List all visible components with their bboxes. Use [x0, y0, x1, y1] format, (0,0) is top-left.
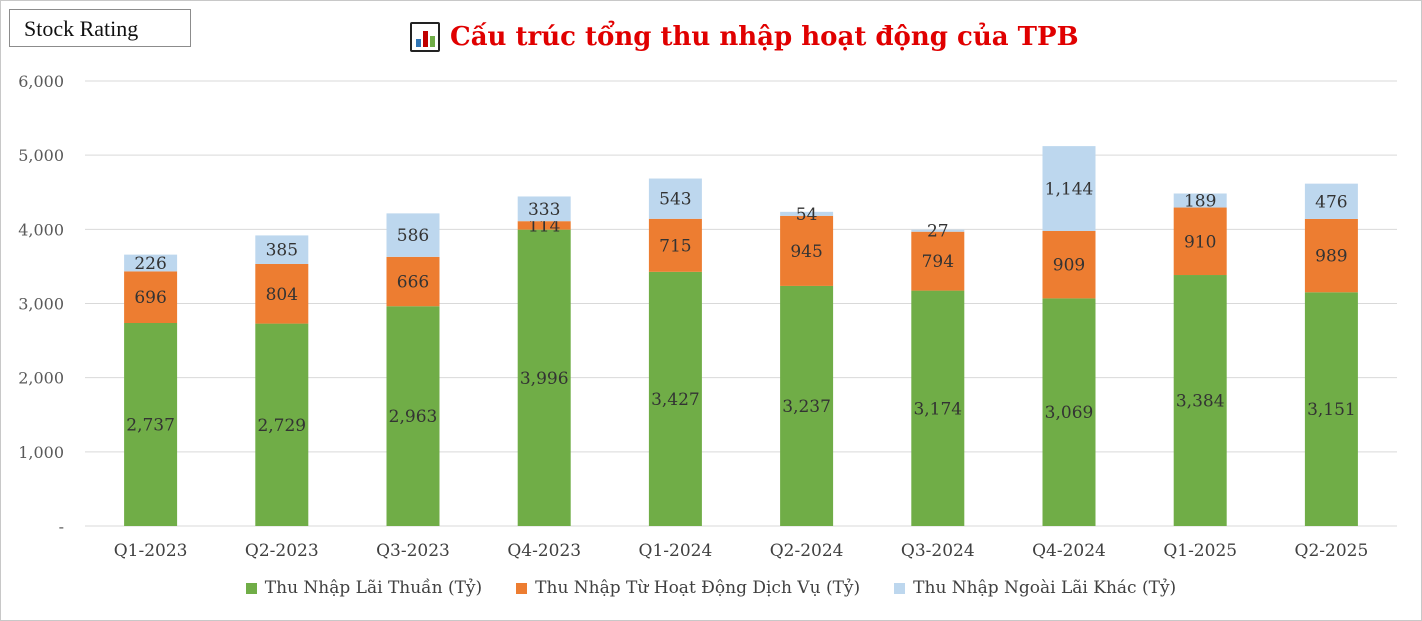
- bar-segment: [124, 323, 178, 526]
- chart-title: Cấu trúc tổng thu nhập hoạt động của TPB: [410, 18, 1079, 56]
- legend-item-other: Thu Nhập Ngoài Lãi Khác (Tỷ): [894, 578, 1176, 598]
- data-label: 3,384: [1176, 392, 1225, 412]
- legend-swatch-service: [516, 582, 528, 594]
- data-label: 114: [528, 216, 560, 236]
- bar-segment: [911, 231, 965, 291]
- bar-segment: [1173, 193, 1227, 208]
- bar-segment: [386, 306, 440, 526]
- data-label: 226: [134, 254, 166, 274]
- data-label: 696: [134, 288, 166, 308]
- bar-segment: [386, 213, 440, 257]
- data-label: 3,996: [520, 369, 569, 389]
- legend-label-service: Thu Nhập Từ Hoạt Động Dịch Vụ (Tỷ): [535, 578, 861, 598]
- bar-segment: [1304, 292, 1358, 526]
- bar-segment: [648, 218, 702, 272]
- x-tick-label: Q1-2023: [114, 541, 188, 561]
- chart-title-text: Cấu trúc tổng thu nhập hoạt động của TPB: [450, 22, 1079, 52]
- x-tick-label: Q1-2024: [639, 541, 713, 561]
- data-label: 543: [659, 190, 691, 210]
- data-label: 3,427: [651, 390, 700, 410]
- bar-segment: [1173, 275, 1227, 526]
- legend-label-other: Thu Nhập Ngoài Lãi Khác (Tỷ): [913, 578, 1177, 598]
- x-tick-label: Q2-2024: [770, 541, 844, 561]
- brand-label: Stock Rating: [9, 9, 191, 47]
- legend-item-net-interest: Thu Nhập Lãi Thuần (Tỷ): [245, 578, 483, 598]
- data-label: 586: [397, 226, 429, 246]
- bar-chart-icon: [410, 22, 440, 52]
- data-label: 715: [659, 236, 691, 256]
- bar-segment: [386, 256, 440, 307]
- data-label: 794: [922, 252, 954, 272]
- bar-segment: [648, 178, 702, 219]
- y-tick-label: 2,000: [18, 369, 64, 388]
- bar-segment: [1042, 146, 1096, 231]
- bar-segment: [255, 323, 309, 526]
- data-label: 989: [1315, 247, 1347, 267]
- x-tick-label: Q4-2023: [507, 541, 581, 561]
- y-tick-label: 6,000: [18, 72, 64, 91]
- x-tick-label: Q2-2023: [245, 541, 319, 561]
- y-tick-label: 5,000: [18, 146, 64, 165]
- bar-segment: [911, 290, 965, 526]
- data-label: 1,144: [1045, 180, 1094, 200]
- data-label: 2,963: [389, 407, 438, 427]
- bar-segment: [124, 254, 178, 272]
- data-label: 189: [1184, 192, 1216, 212]
- legend-label-net-interest: Thu Nhập Lãi Thuần (Tỷ): [264, 578, 483, 598]
- bar-segment: [255, 235, 309, 264]
- data-label: 333: [528, 200, 560, 220]
- bar-segment: [1304, 183, 1358, 219]
- x-tick-label: Q1-2025: [1163, 541, 1237, 561]
- data-label: 666: [397, 273, 429, 293]
- data-label: 385: [266, 241, 298, 261]
- chart-legend: Thu Nhập Lãi Thuần (Tỷ) Thu Nhập Từ Hoạt…: [0, 578, 1422, 598]
- legend-swatch-other: [894, 582, 906, 594]
- legend-item-service: Thu Nhập Từ Hoạt Động Dịch Vụ (Tỷ): [516, 578, 860, 598]
- y-tick-label: 4,000: [18, 220, 64, 239]
- x-tick-label: Q2-2025: [1295, 541, 1369, 561]
- bar-segment: [124, 271, 178, 324]
- y-tick-label: 3,000: [18, 295, 64, 314]
- bar-segment: [517, 221, 571, 230]
- data-label: 910: [1184, 232, 1216, 252]
- bar-segment: [780, 215, 834, 286]
- data-label: 3,069: [1045, 403, 1094, 423]
- stacked-bar-chart: - 1,000 2,000 3,000 4,000 5,000 6,000 2,737 696 2…: [18, 72, 1397, 561]
- x-tick-label: Q4-2024: [1032, 541, 1106, 561]
- bar-segment: [517, 196, 571, 222]
- legend-swatch-net-interest: [245, 582, 257, 594]
- data-label: 945: [790, 242, 822, 262]
- data-label: 476: [1315, 192, 1347, 212]
- y-tick-label: 1,000: [18, 443, 64, 462]
- data-label: 2,737: [126, 416, 175, 436]
- bar-segment: [648, 271, 702, 526]
- bar-segment: [1042, 298, 1096, 526]
- data-label: 804: [266, 285, 298, 305]
- data-label: 3,174: [913, 399, 962, 419]
- bar-segment: [780, 285, 834, 526]
- bar-segment: [517, 229, 571, 526]
- data-label: 27: [927, 222, 949, 242]
- bar-segment: [911, 229, 965, 232]
- data-label: 909: [1053, 256, 1085, 276]
- data-label: 3,151: [1307, 400, 1356, 420]
- data-label: 54: [796, 205, 818, 225]
- data-label: 3,237: [782, 397, 831, 417]
- bar-segment: [1042, 230, 1096, 299]
- bar-segment: [1304, 218, 1358, 293]
- data-label: 2,729: [257, 416, 306, 436]
- x-tick-label: Q3-2024: [901, 541, 975, 561]
- bar-segment: [255, 263, 309, 324]
- x-tick-label: Q3-2023: [376, 541, 450, 561]
- y-tick-label: -: [59, 517, 64, 536]
- bar-segment: [1173, 207, 1227, 276]
- bar-segment: [780, 211, 834, 216]
